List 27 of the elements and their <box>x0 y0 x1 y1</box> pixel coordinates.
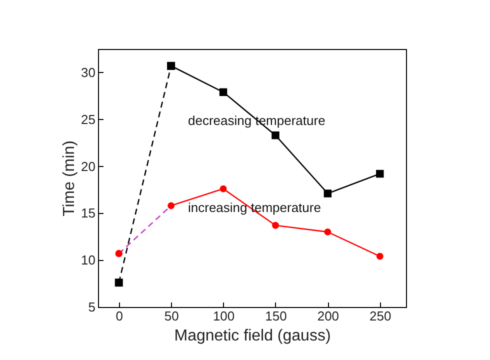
point <box>376 252 384 260</box>
y-tick-label: 25 <box>81 112 96 127</box>
point <box>272 222 279 229</box>
point <box>114 278 123 287</box>
y-axis-title: Time (min) <box>61 140 78 216</box>
point <box>168 202 175 210</box>
x-tick-label: 150 <box>265 308 287 324</box>
x-tick-label: 0 <box>116 308 123 324</box>
annotation: increasing temperature <box>188 200 321 215</box>
point <box>115 250 122 258</box>
x-axis-title: Magnetic field (gauss) <box>174 328 331 344</box>
point <box>219 88 228 96</box>
y-tick-label: 10 <box>81 252 96 268</box>
x-tick-label: 100 <box>212 308 235 324</box>
point <box>167 62 175 70</box>
y-tick-label: 5 <box>88 300 96 314</box>
point <box>272 131 280 140</box>
point <box>324 190 332 198</box>
point <box>324 228 332 236</box>
x-tick-label: 250 <box>370 308 392 324</box>
x-tick-label: 200 <box>317 308 340 324</box>
y-tick-label: 20 <box>81 158 96 174</box>
point <box>376 170 384 178</box>
y-tick-label: 15 <box>81 206 96 221</box>
y-tick-label: 30 <box>81 64 96 80</box>
point <box>220 185 227 192</box>
x-tick-label: 50 <box>164 308 179 324</box>
